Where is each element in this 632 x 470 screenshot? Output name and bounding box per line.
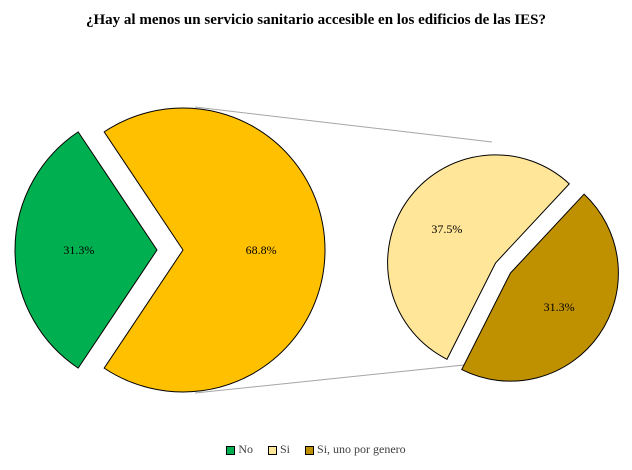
legend-label: No xyxy=(238,442,253,456)
legend-label: Si, uno por genero xyxy=(317,442,406,456)
legend-label: Si xyxy=(280,442,291,456)
pie-slice-si-uno-por-genero xyxy=(461,193,619,382)
legend-item: No xyxy=(226,442,253,457)
data-label: 37.5% xyxy=(431,222,462,236)
data-label: 31.3% xyxy=(544,300,575,314)
legend-item: Si xyxy=(268,442,290,457)
legend-swatch xyxy=(268,445,277,455)
legend-item: Si, uno por genero xyxy=(305,442,406,457)
data-label: 31.3% xyxy=(63,243,94,257)
pie-slice-otros xyxy=(103,107,326,393)
connector-line-top xyxy=(194,106,493,143)
pie-slice-no xyxy=(14,131,158,369)
data-label: 68.8% xyxy=(246,243,277,257)
pie-slice-si xyxy=(387,154,570,360)
legend: No Si Si, uno por genero xyxy=(0,442,632,457)
chart-title: ¿Hay al menos un servicio sanitario acce… xyxy=(86,12,546,28)
legend-swatch xyxy=(305,445,315,455)
legend-swatch xyxy=(226,445,236,455)
connector-line-bottom xyxy=(194,359,513,394)
